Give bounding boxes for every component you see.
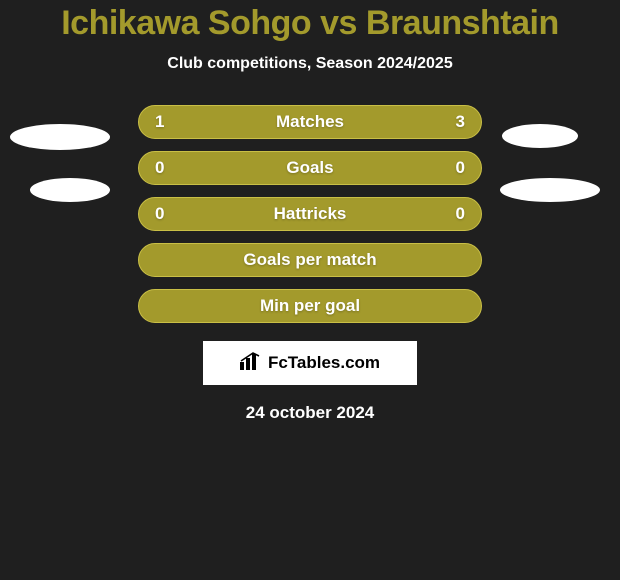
stat-row: Matches1 3 (138, 105, 482, 139)
stat-row: Hattricks0 0 (138, 197, 482, 231)
side-ellipse-3 (500, 178, 600, 202)
logo-box: FcTables.com (203, 341, 417, 385)
subtitle: Club competitions, Season 2024/2025 (0, 55, 620, 73)
stat-right-value: 0 (456, 204, 465, 224)
side-ellipse-1 (30, 178, 110, 202)
stats-card: Ichikawa Sohgo vs Braunshtain Club compe… (0, 0, 620, 423)
side-ellipse-0 (10, 124, 110, 150)
stat-row: Goals0 0 (138, 151, 482, 185)
stat-label: Min per goal (139, 296, 481, 316)
page-title: Ichikawa Sohgo vs Braunshtain (0, 0, 620, 43)
stat-row: Min per goal (138, 289, 482, 323)
stat-label: Hattricks (139, 204, 481, 224)
stat-label: Goals (139, 158, 481, 178)
side-ellipse-2 (502, 124, 578, 148)
bars-container: Matches13Goals00Hattricks00Goals per mat… (138, 105, 482, 323)
stat-right-value: 0 (456, 158, 465, 178)
bar-chart-icon (240, 352, 262, 375)
stat-left-value: 1 (155, 112, 164, 132)
date-line: 24 october 2024 (0, 403, 620, 423)
stat-right-value: 3 (456, 112, 465, 132)
stat-left-value: 0 (155, 204, 164, 224)
stat-label: Goals per match (139, 250, 481, 270)
stat-label: Matches (139, 112, 481, 132)
stat-row: Goals per match (138, 243, 482, 277)
stat-left-value: 0 (155, 158, 164, 178)
logo-text: FcTables.com (268, 353, 380, 373)
